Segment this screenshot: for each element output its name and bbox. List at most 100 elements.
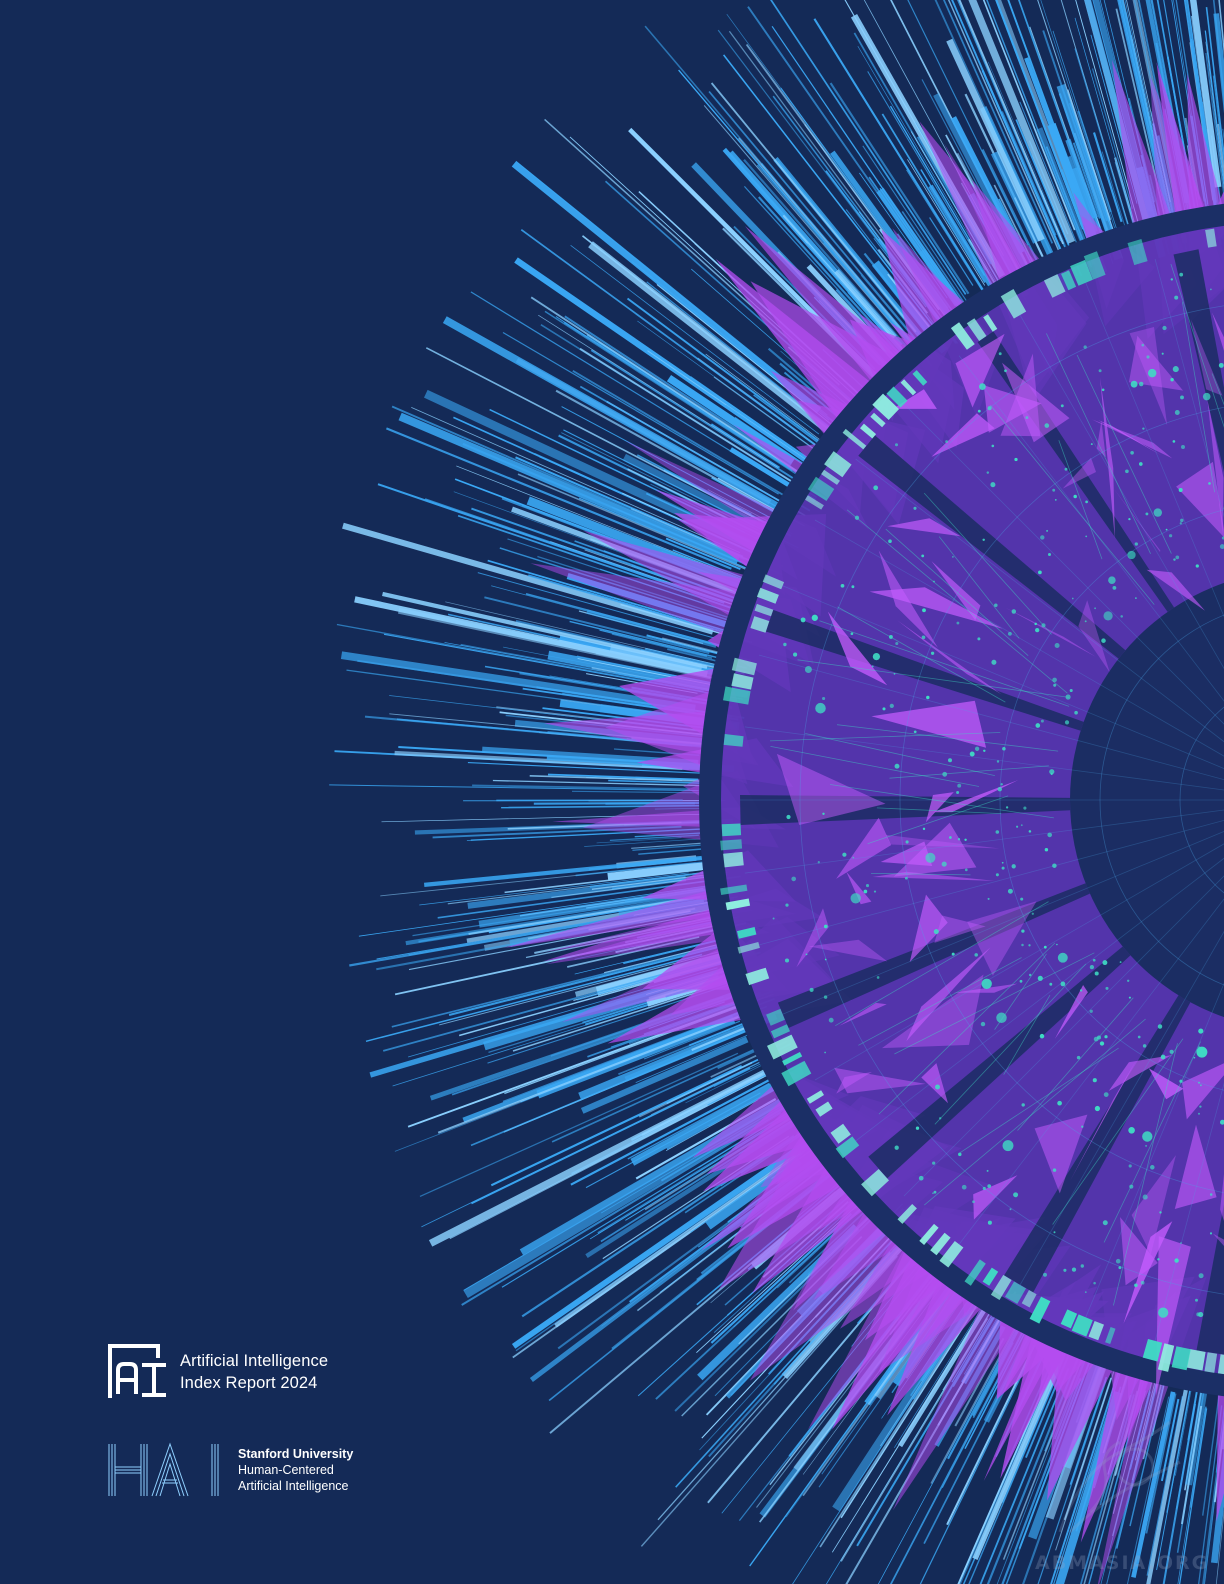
teal-dot	[1048, 553, 1051, 556]
ray	[528, 574, 734, 636]
teal-dot	[1004, 369, 1007, 373]
inner-shard	[836, 1071, 872, 1094]
teal-dot	[1198, 1112, 1200, 1115]
ray	[432, 825, 682, 839]
teal-dot	[1054, 643, 1060, 648]
ring-tick	[720, 839, 743, 851]
grid-spoke	[814, 519, 1224, 757]
ray	[611, 633, 713, 659]
inner-shard	[1092, 419, 1173, 459]
ray	[1145, 1393, 1177, 1534]
teal-dot	[1159, 1211, 1162, 1214]
teal-dot	[882, 707, 886, 711]
grid-spoke	[903, 875, 1224, 1197]
teal-dot	[1175, 555, 1180, 560]
teal-dot	[991, 444, 995, 448]
ring-tick	[990, 1274, 1012, 1300]
ray	[1037, 1380, 1107, 1584]
ray	[340, 651, 696, 713]
teal-dot	[1104, 1035, 1108, 1039]
teal-dot	[791, 876, 797, 882]
ray	[646, 634, 728, 657]
inner-shard	[1212, 312, 1224, 351]
teal-dot	[1044, 847, 1049, 852]
ray	[643, 1020, 741, 1060]
teal-connector	[837, 606, 1006, 703]
ring-tick	[737, 942, 760, 954]
ray	[867, 71, 986, 271]
inner-shard	[887, 518, 961, 537]
ray	[1205, 52, 1224, 202]
ray	[544, 310, 818, 489]
inner-shard	[796, 908, 829, 968]
teal-dot	[974, 953, 978, 957]
ray	[394, 1006, 768, 1152]
teal-dot	[1053, 683, 1057, 687]
teal-dot	[1084, 1291, 1087, 1293]
ray	[1072, 142, 1101, 219]
ring-tick	[950, 322, 975, 350]
teal-dot	[1025, 416, 1029, 420]
ray	[555, 316, 815, 485]
teal-dot	[964, 868, 968, 872]
teal-dot	[805, 953, 808, 956]
ray	[1212, 75, 1224, 170]
teal-dot	[888, 539, 892, 544]
ray	[581, 235, 846, 443]
teal-dot	[932, 1161, 936, 1165]
teal-dot	[983, 749, 986, 753]
ray	[665, 1099, 758, 1151]
ring-tick	[842, 428, 867, 450]
ray	[1205, 7, 1224, 163]
ring-gap	[1173, 249, 1224, 473]
inner-shard	[1098, 420, 1162, 456]
institute-line2: Human-Centered	[238, 1463, 334, 1477]
teal-connector	[1017, 997, 1134, 1131]
ring-tick	[721, 823, 742, 837]
ray	[957, 0, 1062, 242]
ray	[1162, 1403, 1196, 1584]
grid-spoke	[744, 726, 1224, 791]
teal-dot	[1093, 1036, 1099, 1042]
teal-dot	[817, 861, 820, 864]
teal-dot	[1172, 440, 1176, 443]
teal-dot	[1170, 378, 1174, 382]
teal-dot	[1142, 1131, 1153, 1142]
ring-tick	[1142, 1339, 1163, 1362]
ray	[411, 407, 741, 553]
teal-dot	[822, 696, 826, 701]
teal-dot	[1103, 1092, 1109, 1097]
teal-dot	[986, 471, 990, 474]
ray	[708, 90, 934, 360]
ray	[770, 0, 967, 295]
teal-dot	[1101, 388, 1105, 392]
ray	[462, 442, 765, 574]
ray	[799, 213, 906, 338]
ray	[626, 297, 824, 446]
teal-dot	[1196, 1046, 1208, 1058]
teal-connector	[1076, 354, 1172, 554]
teal-dot	[987, 1184, 992, 1188]
ray	[467, 762, 706, 774]
teal-dot	[939, 1117, 942, 1120]
ray	[995, 0, 1085, 230]
teal-dot	[922, 608, 926, 613]
teal-connector	[805, 733, 995, 776]
ring-tick	[900, 379, 917, 396]
ring-tick	[964, 1259, 986, 1286]
teal-dot	[1197, 1081, 1201, 1084]
inner-shard	[1123, 1221, 1173, 1324]
ray	[501, 804, 711, 809]
teal-dot	[1009, 1208, 1012, 1211]
teal-dot	[871, 665, 874, 668]
teal-dot	[1085, 500, 1088, 504]
inner-shard	[921, 1063, 948, 1104]
teal-dot	[1209, 1193, 1213, 1196]
ray	[462, 1004, 760, 1123]
teal-dot	[915, 1126, 920, 1130]
teal-dot	[969, 751, 975, 757]
teal-dot	[986, 1169, 989, 1172]
teal-connector	[959, 1047, 1119, 1154]
ray	[725, 404, 819, 470]
inner-shard	[1005, 607, 1097, 657]
